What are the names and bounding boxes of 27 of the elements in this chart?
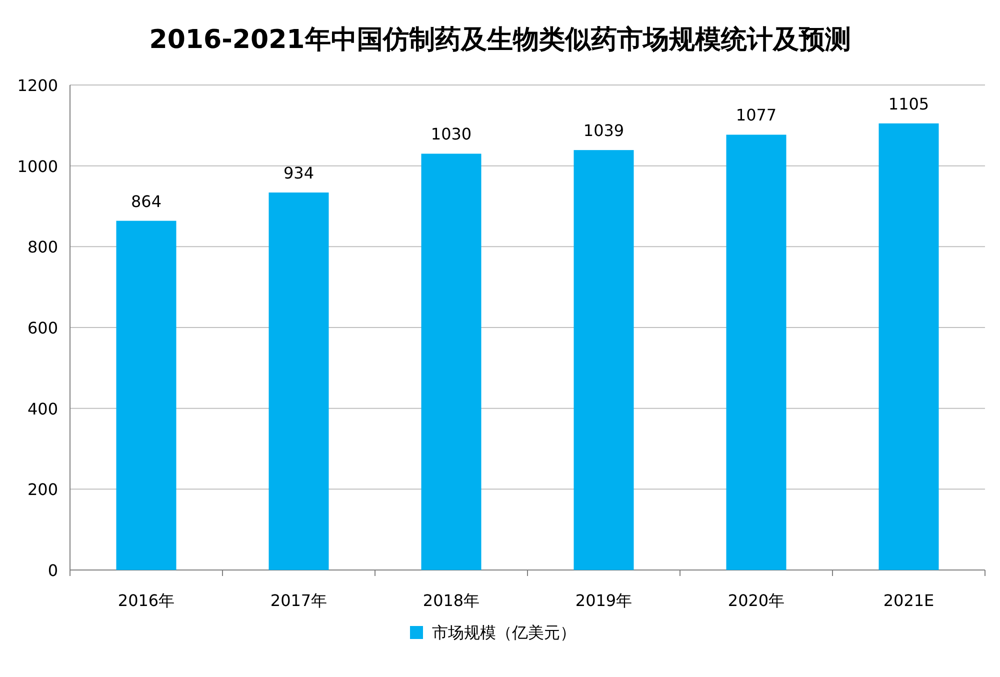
bar	[574, 150, 634, 570]
data-label: 934	[283, 164, 314, 183]
data-label: 1105	[888, 94, 930, 114]
x-tick-label: 2018年	[422, 591, 480, 610]
y-tick-label: 800	[27, 238, 58, 257]
y-tick-label: 1000	[17, 156, 58, 176]
bar	[116, 220, 176, 570]
bar	[878, 123, 939, 570]
y-tick-label: 400	[27, 399, 58, 418]
bar	[421, 154, 482, 570]
bar	[268, 192, 329, 570]
legend-label: 市场规模（亿美元）	[432, 623, 576, 642]
y-tick-label: 0	[48, 561, 58, 580]
y-tick-label: 600	[27, 318, 58, 338]
x-tick-label: 2016年	[118, 591, 175, 610]
x-tick-label: 2017年	[270, 591, 328, 610]
data-label: 864	[130, 192, 162, 211]
x-tick-label: 2020年	[728, 591, 785, 610]
data-label: 1077	[736, 106, 777, 125]
bar	[726, 134, 786, 570]
data-label: 1030	[430, 124, 472, 144]
y-tick-label: 1200	[17, 76, 58, 95]
y-tick-label: 200	[27, 480, 58, 500]
x-tick-label: 2019年	[575, 591, 632, 610]
x-tick-label: 2021E	[883, 591, 934, 610]
data-label: 1039	[583, 121, 624, 140]
chart-title: 2016-2021年中国仿制药及生物类似药市场规模统计及预测	[149, 25, 851, 55]
